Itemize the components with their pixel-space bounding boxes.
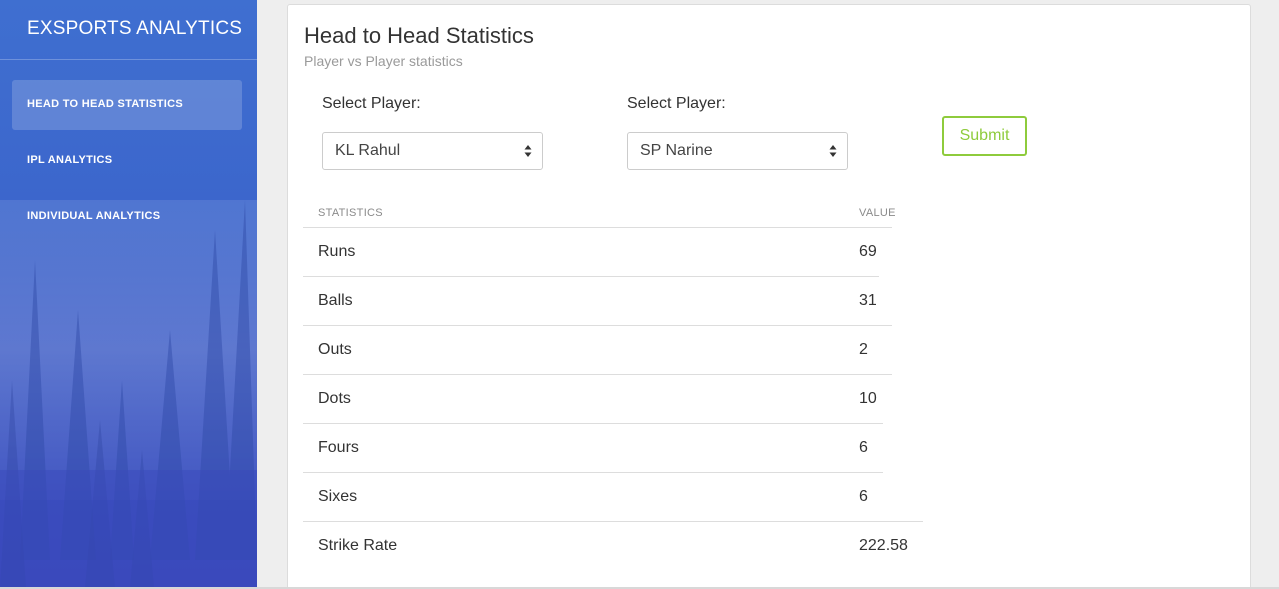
stat-value: 2 — [859, 341, 868, 358]
brand-title[interactable]: EXSPORTS ANALYTICS — [0, 0, 257, 60]
player2-select-value: SP Narine — [640, 142, 713, 159]
stats-card: Head to Head Statistics Player vs Player… — [287, 4, 1251, 589]
select-arrows-icon — [829, 145, 837, 157]
stat-name: Balls — [318, 292, 353, 309]
stat-name: Strike Rate — [318, 537, 398, 554]
sidebar: EXSPORTS ANALYTICS HEAD TO HEAD STATISTI… — [0, 0, 257, 587]
column-header-statistics: STATISTICS — [318, 207, 383, 219]
nav-item-individual-analytics[interactable]: INDIVIDUAL ANALYTICS — [27, 210, 161, 222]
stat-value: 69 — [859, 243, 877, 260]
table-row: Balls 31 — [303, 276, 879, 325]
select-arrows-icon — [524, 145, 532, 157]
table-row: Dots 10 — [303, 374, 892, 423]
nav-item-head-to-head[interactable]: HEAD TO HEAD STATISTICS — [12, 80, 242, 130]
table-row: Strike Rate 222.58 — [303, 521, 923, 570]
stat-value: 6 — [859, 439, 868, 456]
stat-name: Fours — [318, 439, 359, 456]
player1-select-value: KL Rahul — [335, 142, 401, 159]
nav-item-ipl-analytics[interactable]: IPL ANALYTICS — [27, 154, 113, 166]
player2-label: Select Player: — [627, 95, 726, 112]
stat-value: 6 — [859, 488, 868, 505]
table-row: Runs 69 — [303, 227, 892, 276]
page-title: Head to Head Statistics — [304, 23, 534, 48]
stat-name: Outs — [318, 341, 352, 358]
player1-label: Select Player: — [322, 95, 421, 112]
stat-name: Sixes — [318, 488, 358, 505]
stat-value: 222.58 — [859, 537, 908, 554]
stat-name: Dots — [318, 390, 351, 407]
table-row: Outs 2 — [303, 325, 892, 374]
page-subtitle: Player vs Player statistics — [304, 53, 463, 69]
stat-value: 31 — [859, 292, 877, 309]
player2-select[interactable]: SP Narine — [627, 132, 848, 170]
table-row: Sixes 6 — [303, 472, 883, 521]
table-row: Fours 6 — [303, 423, 883, 472]
column-header-value: VALUE — [859, 207, 896, 219]
window-bottom-border — [0, 587, 1279, 589]
submit-button[interactable]: Submit — [942, 116, 1027, 156]
stat-value: 10 — [859, 390, 877, 407]
main-content: Head to Head Statistics Player vs Player… — [257, 0, 1279, 589]
player1-select[interactable]: KL Rahul — [322, 132, 543, 170]
stat-name: Runs — [318, 243, 356, 260]
forest-background-image — [0, 200, 257, 587]
